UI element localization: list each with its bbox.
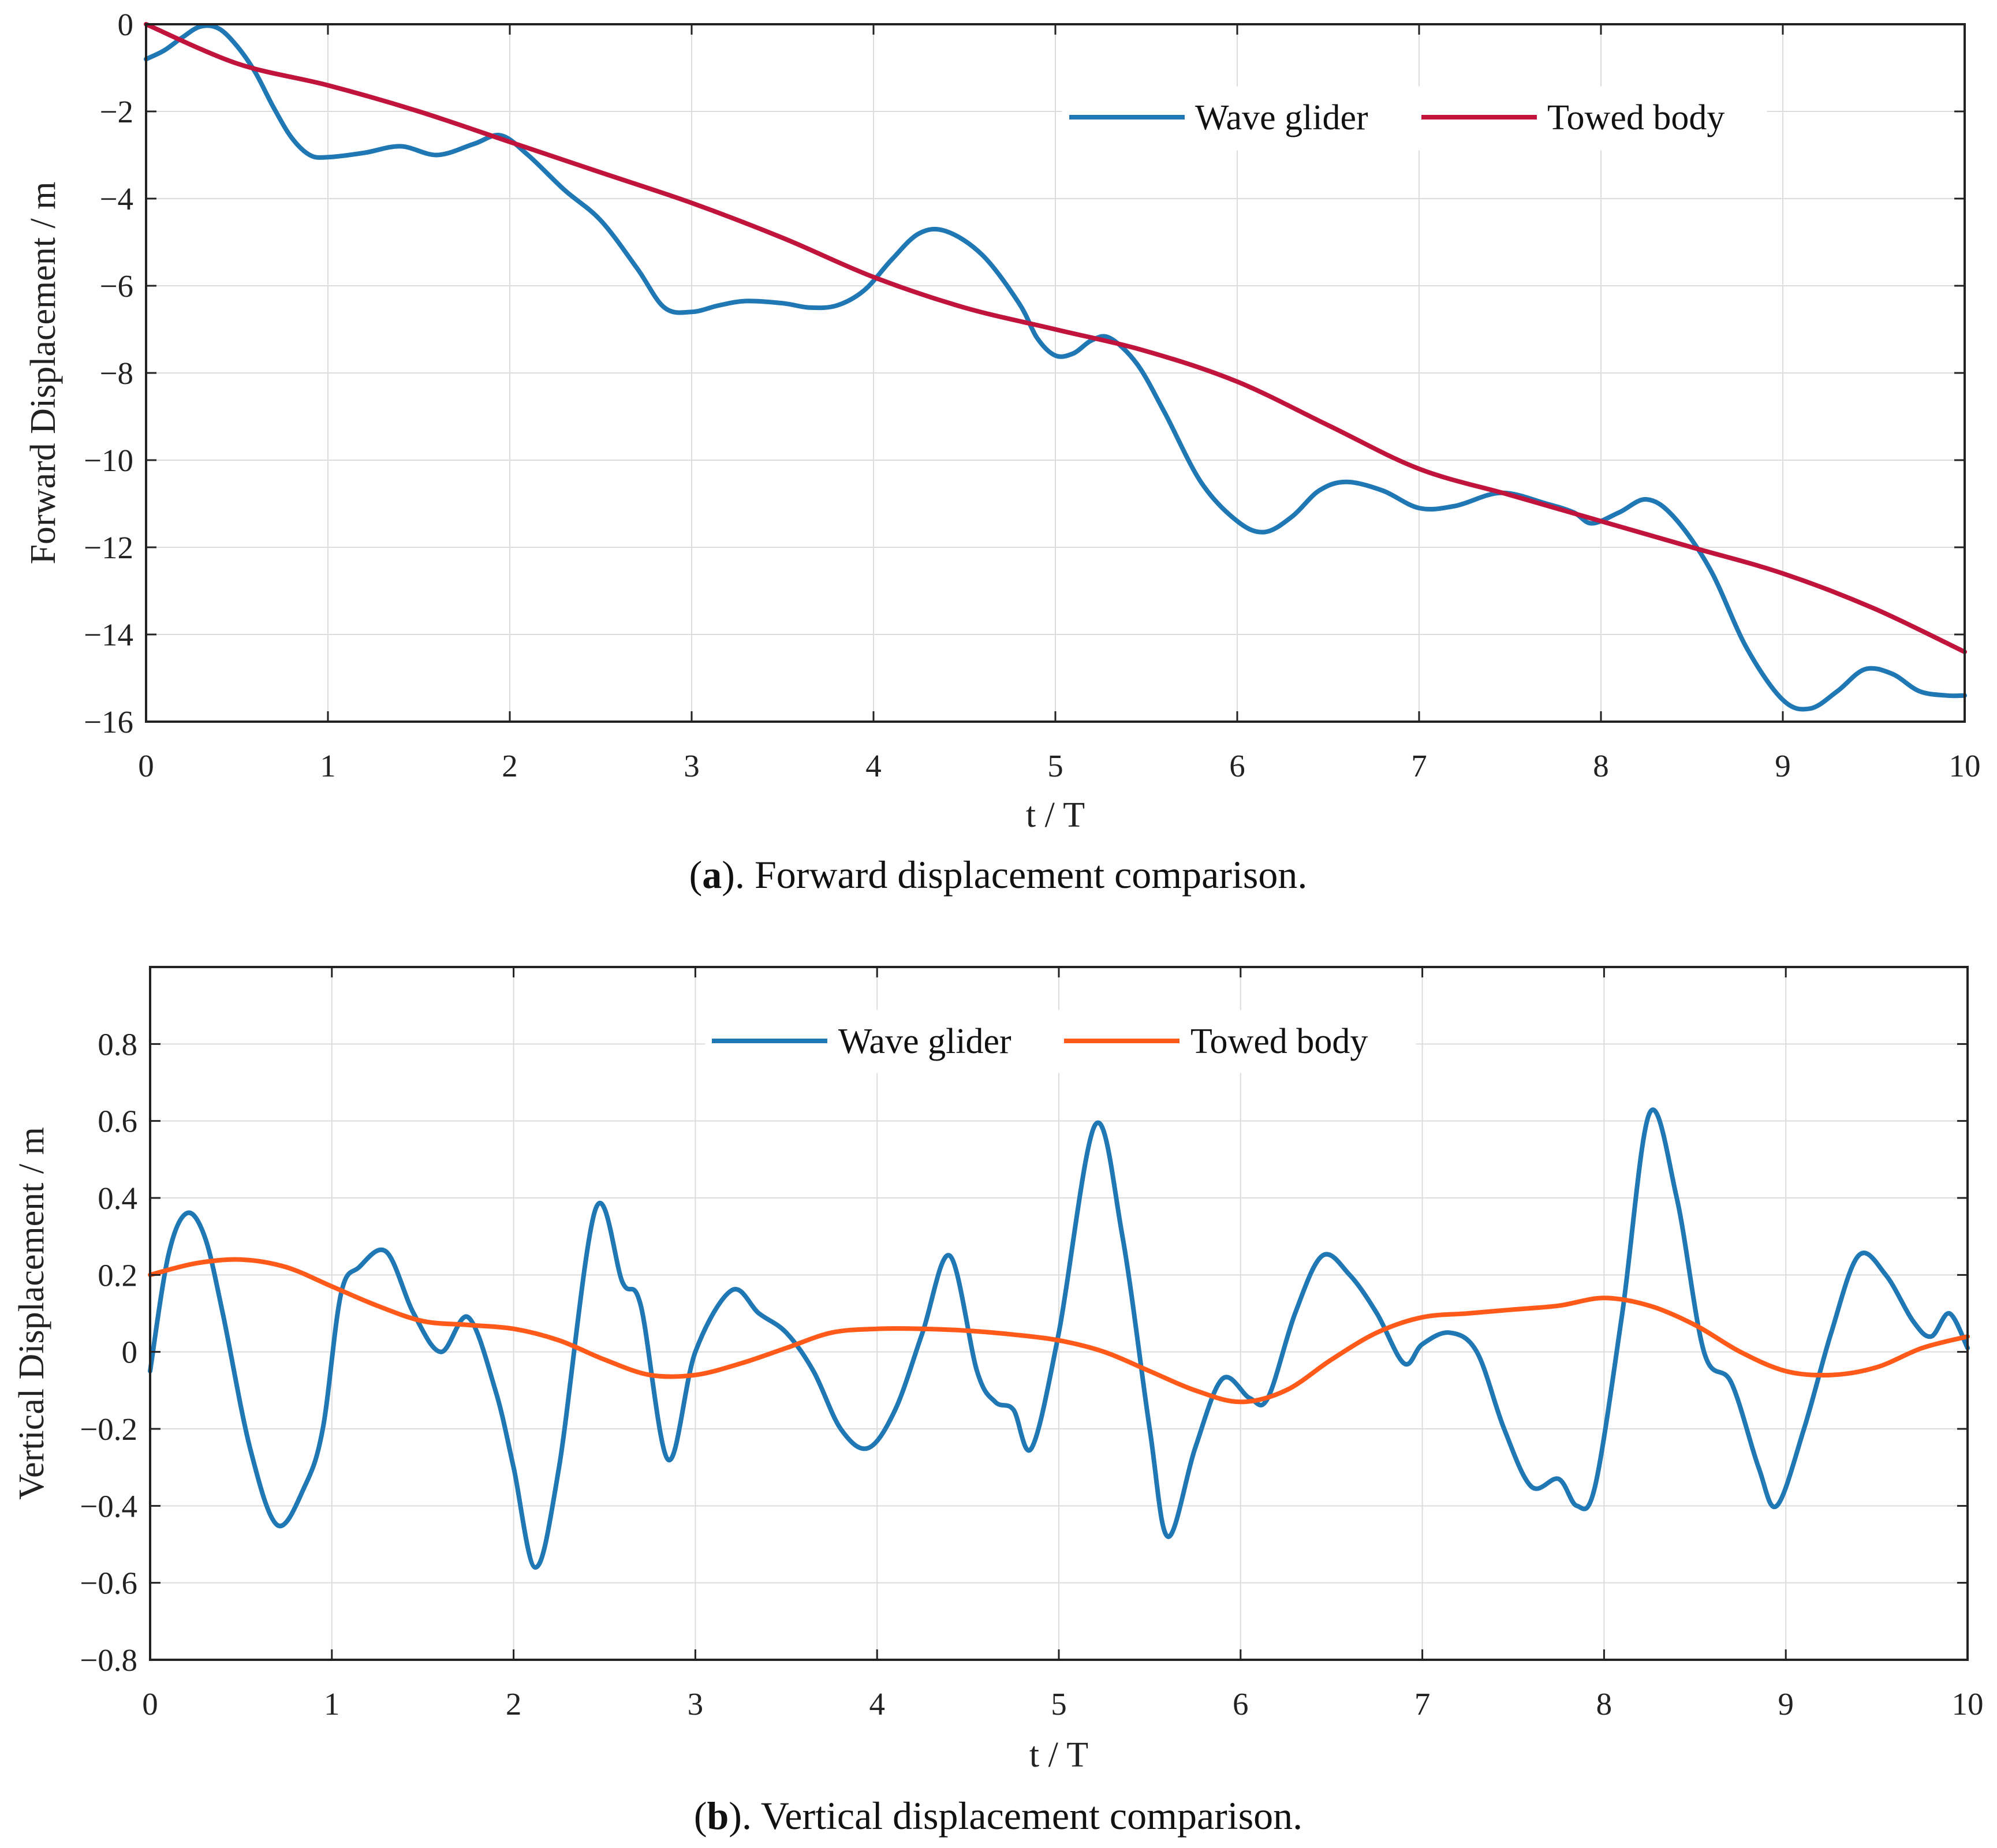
y-tick-label: −16	[84, 704, 133, 740]
y-tick-label: −12	[84, 530, 133, 565]
panel-caption: (b). Vertical displacement comparison.	[694, 1794, 1302, 1838]
panel-letter: b	[707, 1794, 729, 1838]
legend-label-wave-glider: Wave glider	[1195, 98, 1368, 137]
legend-label-wave-glider: Wave glider	[838, 1022, 1011, 1061]
y-tick-label: −0.6	[80, 1566, 137, 1601]
caption-text: ). Forward displacement comparison.	[722, 853, 1307, 897]
y-tick-label: 0.6	[98, 1104, 137, 1139]
x-tick-label: 5	[1047, 748, 1063, 783]
caption-text: ). Vertical displacement comparison.	[729, 1794, 1302, 1838]
x-tick-label: 7	[1411, 748, 1427, 783]
panel-caption: (a). Forward displacement comparison.	[689, 853, 1308, 897]
y-tick-label: −0.8	[80, 1642, 137, 1678]
y-tick-label: −4	[99, 181, 133, 216]
x-tick-label: 6	[1233, 1686, 1249, 1722]
y-tick-label: −14	[84, 617, 133, 652]
x-tick-label: 10	[1949, 748, 1981, 783]
x-tick-label: 3	[688, 1686, 704, 1722]
x-axis-label: t / T	[1029, 1735, 1088, 1775]
x-tick-label: 3	[684, 748, 700, 783]
x-tick-label: 8	[1593, 748, 1609, 783]
legend-label-towed-body: Towed body	[1190, 1022, 1368, 1061]
x-tick-label: 2	[502, 748, 518, 783]
x-tick-label: 9	[1775, 748, 1791, 783]
x-tick-label: 7	[1414, 1686, 1431, 1722]
y-tick-label: −6	[99, 268, 133, 304]
y-tick-label: 0.8	[98, 1026, 137, 1062]
legend-label-towed-body: Towed body	[1547, 98, 1724, 137]
y-tick-label: −2	[99, 94, 133, 129]
x-tick-label: 0	[138, 748, 154, 783]
y-tick-label: 0.2	[98, 1257, 137, 1293]
y-tick-label: −0.4	[80, 1488, 137, 1524]
x-axis-label: t / T	[1026, 796, 1085, 835]
y-tick-label: 0.4	[98, 1181, 137, 1216]
x-tick-label: 9	[1778, 1686, 1794, 1722]
figure: 0 1 2 3 4 5 6 7 8 9 100−2−4−6−8−10−12−14−16 t / T …	[0, 0, 1997, 1848]
y-axis-label: Vertical Displacement / m	[12, 1127, 51, 1500]
x-tick-label: 1	[324, 1686, 340, 1722]
legend: Wave glider Towed body	[1062, 87, 1767, 150]
x-tick-label: 2	[506, 1686, 522, 1722]
x-tick-label: 0	[142, 1686, 158, 1722]
y-tick-label: −8	[99, 356, 133, 391]
x-tick-label: 4	[869, 1686, 885, 1722]
y-tick-label: 0	[118, 7, 134, 42]
x-tick-label: 4	[865, 748, 882, 783]
x-tick-label: 6	[1229, 748, 1245, 783]
legend: Wave glider Towed body	[706, 1010, 1416, 1073]
x-tick-label: 5	[1051, 1686, 1067, 1722]
y-tick-label: −0.2	[80, 1412, 137, 1447]
panel-letter: a	[702, 853, 722, 897]
x-tick-label: 1	[320, 748, 336, 783]
y-axis-label: Forward Displacement / m	[24, 182, 63, 565]
y-tick-label: 0	[122, 1335, 138, 1370]
y-tick-label: −10	[84, 443, 133, 478]
x-tick-label: 10	[1952, 1686, 1984, 1722]
x-tick-label: 8	[1596, 1686, 1612, 1722]
